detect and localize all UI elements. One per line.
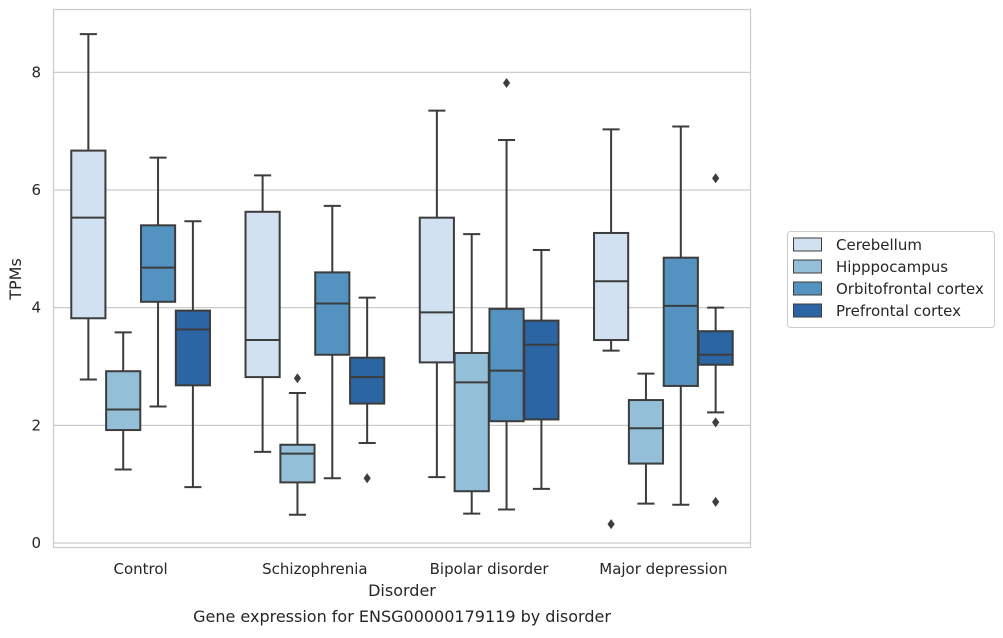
box-iqr <box>349 356 386 405</box>
box-iqr <box>418 216 455 364</box>
box-prefrontal-cortex <box>697 173 734 507</box>
x-tick-label: Control <box>114 560 168 578</box>
box-iqr <box>488 307 525 423</box>
chart-caption: Gene expression for ENSG00000179119 by d… <box>193 607 611 626</box>
outlier-point <box>502 77 511 88</box>
box-iqr <box>662 256 699 387</box>
y-tick-labels: 0 2 4 6 8 <box>31 63 41 552</box>
box-cerebellum <box>593 128 630 530</box>
legend-items: Cerebellum Hipppocampus Orbitofrontal cort… <box>793 236 984 320</box>
x-tick-labels: Control Schizophrenia Bipolar disorder Majo… <box>114 560 728 578</box>
box-hipppocampus <box>105 331 142 471</box>
legend-swatch <box>793 281 822 296</box>
box-orbitofrontal-cortex <box>662 125 699 506</box>
box-iqr <box>697 330 734 366</box>
y-tick-label: 0 <box>31 534 41 552</box>
legend-swatch <box>793 237 822 252</box>
y-axis-title: TPMs <box>6 258 25 301</box>
box-iqr <box>627 399 665 465</box>
plot-frame <box>52 8 752 549</box>
legend-swatch <box>793 259 822 274</box>
outlier-point <box>293 373 302 384</box>
y-tick-label: 8 <box>31 63 41 81</box>
box-prefrontal-cortex <box>349 296 386 484</box>
legend-swatch <box>793 303 822 318</box>
box-cerebellum <box>244 174 281 453</box>
legend-label: Cerebellum <box>836 236 922 254</box>
legend-frame <box>787 231 995 328</box>
y-tick-label: 2 <box>31 416 41 434</box>
outlier-point <box>712 417 720 428</box>
box-prefrontal-cortex <box>174 220 211 489</box>
y-tick-label: 6 <box>31 181 41 199</box>
box-hipppocampus <box>279 373 316 516</box>
box-iqr <box>314 271 351 356</box>
box-orbitofrontal-cortex <box>488 77 525 511</box>
outlier-point <box>712 496 720 507</box>
x-tick-label: Major depression <box>599 560 727 578</box>
box-iqr <box>244 210 281 379</box>
box-iqr <box>105 370 142 432</box>
legend-label: Hipppocampus <box>836 258 948 276</box>
box-cerebellum <box>70 33 107 381</box>
box-iqr <box>139 224 177 303</box>
box-cerebellum <box>418 109 455 479</box>
box-hipppocampus <box>627 372 665 505</box>
box-iqr <box>453 351 490 493</box>
legend-label: Orbitofrontal cortex <box>836 280 984 298</box>
x-tick-label: Bipolar disorder <box>430 560 550 578</box>
outlier-point <box>363 473 371 484</box>
box-iqr <box>523 319 560 421</box>
box-orbitofrontal-cortex <box>139 156 177 408</box>
box-orbitofrontal-cortex <box>314 204 351 480</box>
box-iqr <box>593 231 630 342</box>
legend: Cerebellum Hipppocampus Orbitofrontal cort… <box>787 231 995 328</box>
box-hipppocampus <box>453 233 490 515</box>
legend-label: Prefrontal cortex <box>836 302 961 320</box>
x-tick-label: Schizophrenia <box>262 560 367 578</box>
boxes <box>70 33 734 530</box>
box-iqr <box>174 309 211 387</box>
x-axis-title: Disorder <box>368 581 436 600</box>
outlier-point <box>712 173 720 184</box>
box-prefrontal-cortex <box>523 249 560 490</box>
box-iqr <box>70 149 107 320</box>
box-iqr <box>279 443 316 484</box>
y-tick-label: 4 <box>31 299 41 317</box>
outlier-point <box>607 519 615 530</box>
